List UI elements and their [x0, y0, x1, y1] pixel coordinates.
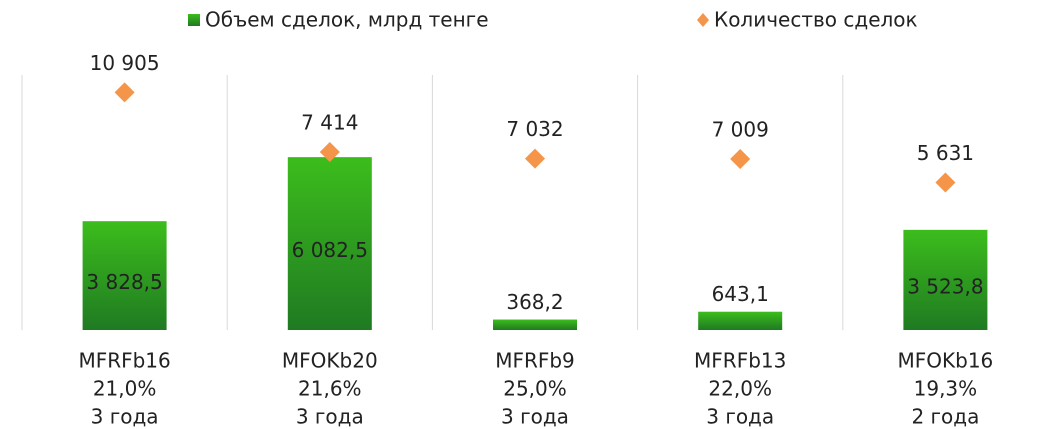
legend-label: Объем сделок, млрд тенге — [205, 8, 489, 32]
category-label: 22,0% — [708, 377, 772, 401]
bar — [903, 229, 988, 330]
legend-swatch — [697, 13, 709, 27]
point-value-label: 7 032 — [506, 117, 563, 141]
bar — [493, 319, 577, 330]
point-value-label: 7 009 — [712, 117, 769, 141]
bar — [82, 221, 167, 330]
category-label: 19,3% — [914, 377, 978, 401]
bar-value-label: 6 082,5 — [292, 238, 368, 262]
legend-swatch — [188, 14, 200, 26]
point-value-label: 10 905 — [90, 51, 160, 75]
category-label: 25,0% — [503, 377, 567, 401]
category-label: MFRFb16 — [78, 349, 170, 373]
category-label: 21,0% — [93, 377, 157, 401]
category-label: 3 года — [501, 405, 569, 429]
bar-value-label: 3 828,5 — [86, 270, 162, 294]
category-label: MFOKb20 — [282, 349, 378, 373]
category-label: 2 года — [911, 405, 979, 429]
diamond — [935, 172, 956, 193]
category-label: MFRFb13 — [694, 349, 786, 373]
legend-label: Количество сделок — [714, 8, 918, 32]
bar — [287, 157, 372, 330]
category-label: MFRFb9 — [495, 349, 575, 373]
category-label: 3 года — [296, 405, 364, 429]
bar-value-label: 3 523,8 — [907, 274, 983, 298]
category-label: 3 года — [706, 405, 774, 429]
bar-value-label: 368,2 — [506, 290, 563, 314]
category-label: 3 года — [91, 405, 159, 429]
point-value-label: 7 414 — [301, 111, 358, 135]
diamond — [319, 142, 340, 163]
bar — [698, 311, 783, 330]
category-label: 21,6% — [298, 377, 362, 401]
category-label: MFOKb16 — [898, 349, 994, 373]
diamond — [730, 148, 751, 169]
point-value-label: 5 631 — [917, 141, 974, 165]
diamond — [525, 148, 545, 169]
diamond — [114, 82, 135, 103]
bar-value-label: 643,1 — [712, 282, 769, 306]
